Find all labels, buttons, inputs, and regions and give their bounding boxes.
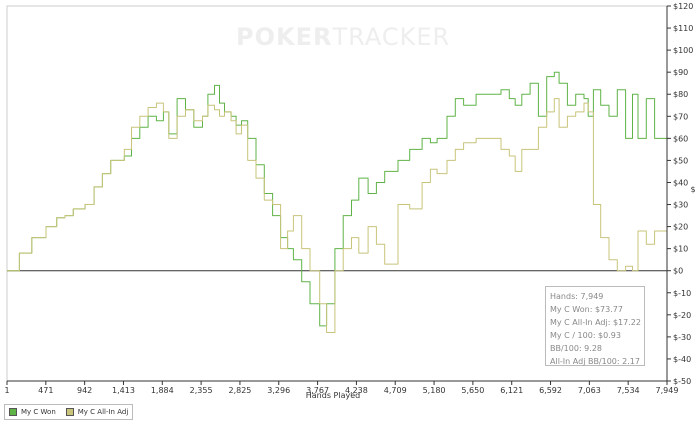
y-tick-label: $120: [673, 2, 693, 11]
x-tick-label: 1: [4, 386, 9, 395]
x-tick-label: 4,709: [384, 386, 407, 395]
legend-label-my-c-all-in-adj: My C All-In Adj: [77, 408, 129, 416]
legend-swatch-my-c-all-in-adj: [65, 408, 74, 416]
x-tick-label: 6,121: [500, 386, 523, 395]
x-tick-label: 7,063: [578, 386, 601, 395]
x-tick-label: 471: [38, 386, 53, 395]
x-tick-label: 2,825: [228, 386, 251, 395]
stats-per-100: My C / 100: $0.93: [550, 331, 621, 340]
y-tick-label: $-30: [673, 333, 691, 342]
legend-swatch-my-c-won: [9, 408, 17, 416]
y-tick-label: $100: [673, 46, 693, 55]
x-axis-title: Hands Played: [306, 391, 360, 400]
x-tick-label: 942: [77, 386, 92, 395]
x-tick-label: 7,949: [656, 386, 679, 395]
x-tick-label: 7,534: [617, 386, 640, 395]
x-tick-label: 3,767: [306, 386, 329, 395]
y-axis-title: $: [690, 185, 695, 194]
stats-hands: Hands: 7,949: [550, 292, 604, 301]
legend: My C Won My C All-In Adj: [4, 404, 134, 420]
y-tick-label: $-50: [673, 377, 691, 386]
x-tick-label: 3,296: [267, 386, 290, 395]
y-tick-label: $20: [673, 223, 688, 232]
stats-box: Hands: 7,949 My C Won: $73.77 My C All-I…: [545, 286, 645, 366]
y-tick-label: $-40: [673, 355, 691, 364]
y-tick-label: $80: [673, 90, 688, 99]
y-tick-label: $40: [673, 178, 688, 187]
y-tick-label: $90: [673, 68, 688, 77]
x-tick-label: 4,238: [345, 386, 368, 395]
stats-bb100: BB/100: 9.28: [550, 344, 602, 353]
x-tick-label: 5,180: [423, 386, 446, 395]
y-tick-label: $50: [673, 156, 688, 165]
y-tick-label: $60: [673, 134, 688, 143]
legend-item-my-c-won[interactable]: My C Won: [9, 408, 56, 416]
y-tick-label: $-20: [673, 311, 691, 320]
watermark-light: TRACKER: [331, 23, 450, 51]
x-tick-label: 6,592: [539, 386, 562, 395]
watermark: POKERTRACKER: [236, 23, 450, 51]
x-tick-label: 1,413: [112, 386, 135, 395]
y-tick-label: $30: [673, 201, 688, 210]
y-tick-label: $110: [673, 24, 693, 33]
legend-label-my-c-won: My C Won: [21, 408, 56, 416]
x-tick-label: 5,650: [461, 386, 484, 395]
y-tick-label: $10: [673, 245, 688, 254]
series-group: [7, 71, 668, 333]
stats-won: My C Won: $73.77: [550, 305, 623, 314]
x-tick-label: 1,884: [151, 386, 174, 395]
watermark-bold: POKER: [236, 23, 332, 51]
y-tick-label: $-10: [673, 289, 691, 298]
legend-item-my-c-all-in-adj[interactable]: My C All-In Adj: [65, 408, 129, 416]
stats-allin-adj: My C All-In Adj: $17.22: [550, 318, 641, 327]
stats-allin-bb100: All-In Adj BB/100: 2.17: [550, 357, 640, 366]
x-tick-label: 2,355: [190, 386, 213, 395]
y-tick-label: $0: [673, 267, 683, 276]
axes: 1 471 942 1,413 1,884 2,355 2,825 3,296 3,767 4,2…: [4, 2, 693, 395]
y-tick-label: $70: [673, 112, 688, 121]
series-line-1: [7, 98, 668, 333]
